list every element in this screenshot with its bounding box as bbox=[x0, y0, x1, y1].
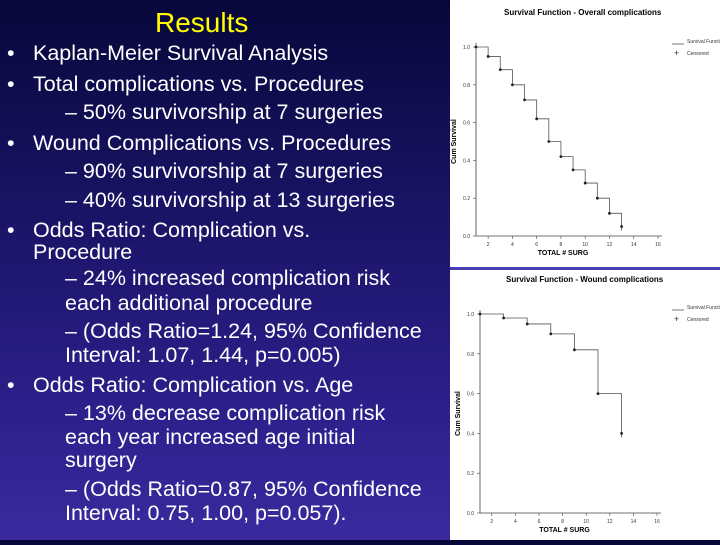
x-tick-label: 16 bbox=[654, 519, 660, 525]
survival-point bbox=[478, 312, 482, 316]
survival-point bbox=[595, 196, 599, 200]
y-axis-label: Cum Survival bbox=[455, 391, 462, 436]
y-tick-label: 1.0 bbox=[467, 312, 474, 318]
sub-bullet-continuation: each year increased age initial bbox=[65, 425, 356, 449]
bullet-total-complications: • Total complications vs. Procedures bbox=[7, 72, 365, 96]
legend-survival-label: Survival Function bbox=[687, 39, 720, 45]
chart-overall-svg: Survival Function - Overall complication… bbox=[451, 8, 720, 257]
y-tick-label: 0.2 bbox=[463, 196, 470, 202]
sub-bullet-continuation: surgery bbox=[65, 448, 137, 472]
x-tick-label: 12 bbox=[607, 519, 613, 525]
sub-bullet: – 50% survivorship at 7 surgeries bbox=[65, 100, 383, 124]
x-tick-label: 4 bbox=[511, 242, 514, 248]
sub-bullet: – (Odds Ratio=0.87, 95% Confidence bbox=[65, 477, 422, 501]
x-tick-label: 10 bbox=[583, 519, 589, 525]
sub-bullet-continuation: each additional procedure bbox=[65, 291, 313, 315]
y-tick-label: 0.4 bbox=[463, 158, 470, 164]
panel-divider bbox=[450, 267, 720, 271]
survival-point bbox=[486, 55, 490, 58]
bullet-wound-complications: • Wound Complications vs. Procedures bbox=[7, 131, 392, 155]
sub-bullet: – 90% survivorship at 7 surgeries bbox=[65, 159, 383, 183]
bullet-continuation: Procedure bbox=[33, 240, 133, 264]
sub-bullet: – 24% increased complication risk bbox=[65, 266, 391, 290]
survival-point bbox=[608, 211, 611, 215]
bullet-odds-ratio-procedure: • Odds Ratio: Complication vs. bbox=[7, 218, 311, 242]
survival-point bbox=[571, 168, 575, 172]
survival-point bbox=[502, 316, 505, 320]
x-tick-label: 2 bbox=[490, 519, 493, 525]
sub-bullet: – 13% decrease complication risk bbox=[65, 401, 386, 425]
chart-title: Survival Function - Wound complications bbox=[506, 275, 664, 284]
legend-censored-label: Censored bbox=[687, 51, 709, 57]
legend-censored-marker: + bbox=[674, 48, 679, 58]
y-tick-label: 0.0 bbox=[463, 234, 470, 240]
y-axis-label: Cum Survival bbox=[451, 119, 458, 164]
bullet-odds-ratio-age: • Odds Ratio: Complication vs. Age bbox=[7, 373, 354, 397]
x-tick-label: 4 bbox=[514, 519, 517, 525]
chart-wound-complications: Survival Function - Wound complications 0… bbox=[450, 270, 720, 540]
y-tick-label: 1.0 bbox=[463, 45, 470, 51]
survival-point bbox=[474, 45, 478, 49]
survival-point bbox=[620, 225, 623, 228]
y-tick-label: 0.8 bbox=[467, 352, 474, 358]
x-tick-label: 14 bbox=[631, 242, 637, 248]
x-tick-label: 10 bbox=[582, 242, 588, 248]
y-tick-label: 0.8 bbox=[463, 83, 470, 89]
sub-bullet: – 40% survivorship at 13 surgeries bbox=[65, 188, 395, 212]
survival-point bbox=[573, 348, 576, 352]
x-axis-label: TOTAL # SURG bbox=[538, 250, 589, 257]
x-tick-label: 14 bbox=[631, 519, 637, 525]
x-axis-label: TOTAL # SURG bbox=[539, 527, 590, 534]
slide-title: Results bbox=[155, 7, 249, 38]
survival-point bbox=[620, 432, 623, 435]
survival-point bbox=[583, 181, 587, 185]
chart-overall-complications: Survival Function - Overall complication… bbox=[450, 0, 720, 268]
y-tick-label: 0.4 bbox=[467, 431, 474, 437]
survival-point bbox=[596, 392, 600, 395]
survival-point bbox=[498, 68, 502, 72]
chart-title: Survival Function - Overall complication… bbox=[504, 8, 662, 17]
x-tick-label: 16 bbox=[655, 242, 661, 248]
x-tick-label: 8 bbox=[561, 519, 564, 525]
survival-point bbox=[535, 117, 539, 121]
chart-wound-svg: Survival Function - Wound complications 0… bbox=[455, 275, 720, 534]
legend-censored-label: Censored bbox=[687, 317, 709, 323]
survival-point bbox=[559, 155, 563, 159]
y-tick-label: 0.6 bbox=[467, 392, 474, 398]
legend-survival-label: Survival Function bbox=[687, 305, 720, 311]
sub-bullet-continuation: Interval: 0.75, 1.00, p=0.057). bbox=[65, 501, 347, 525]
y-tick-label: 0.6 bbox=[463, 121, 470, 127]
x-tick-label: 6 bbox=[535, 242, 538, 248]
x-tick-label: 8 bbox=[560, 242, 563, 248]
y-tick-label: 0.0 bbox=[467, 511, 474, 517]
sub-bullet: – (Odds Ratio=1.24, 95% Confidence bbox=[65, 319, 422, 343]
legend-censored-marker: + bbox=[674, 314, 679, 324]
x-tick-label: 6 bbox=[538, 519, 541, 525]
y-tick-label: 0.2 bbox=[467, 471, 474, 477]
x-tick-label: 12 bbox=[607, 242, 613, 248]
survival-point bbox=[547, 140, 551, 143]
sub-bullet-continuation: Interval: 1.07, 1.44, p=0.005) bbox=[65, 343, 341, 367]
survival-point bbox=[511, 83, 514, 87]
survival-step-line bbox=[476, 46, 622, 231]
survival-point bbox=[523, 98, 526, 102]
x-tick-label: 2 bbox=[487, 242, 490, 248]
survival-point bbox=[549, 332, 553, 336]
survival-point bbox=[525, 322, 529, 326]
bullet-kaplan-meier: • Kaplan-Meier Survival Analysis bbox=[7, 41, 329, 65]
